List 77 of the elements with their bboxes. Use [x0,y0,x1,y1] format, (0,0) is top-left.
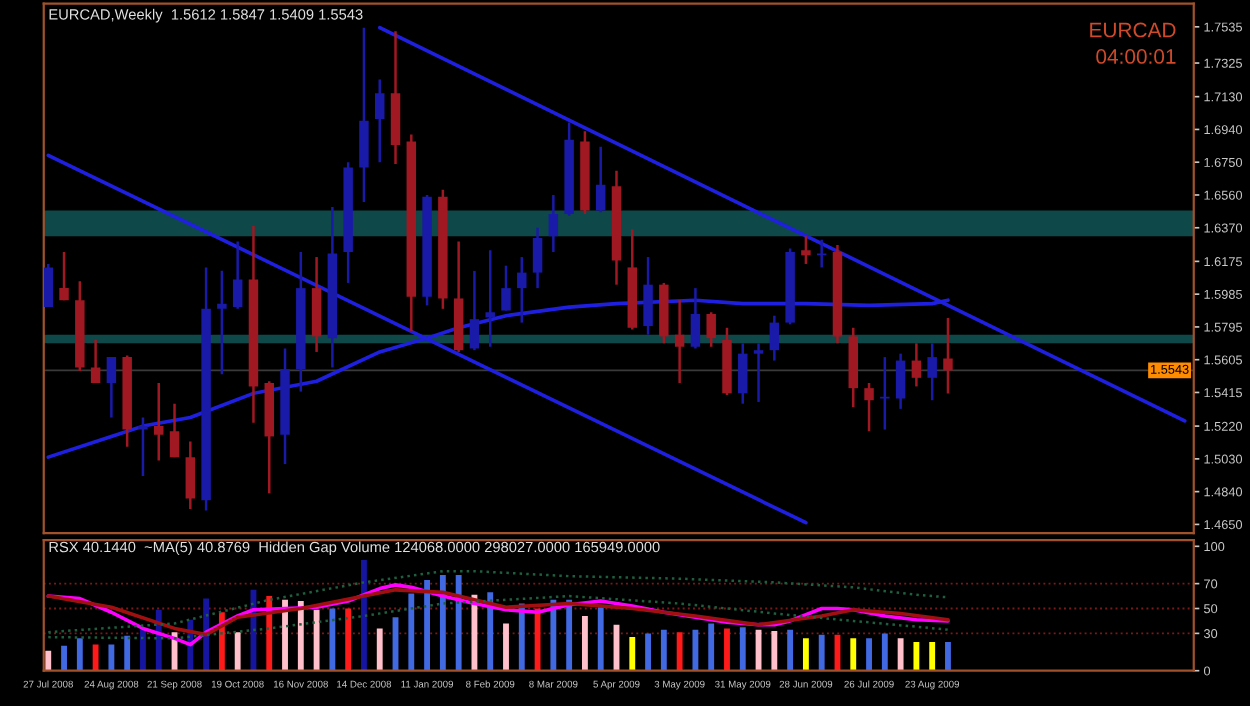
bar [45,650,52,671]
bar [534,608,541,671]
bar [408,593,415,671]
candlestick [501,264,511,312]
bar [771,630,778,671]
candlestick [59,250,69,302]
bar [818,634,825,671]
annotation: 04:00:01 [1096,49,1176,64]
bar [234,632,241,671]
candlestick [911,342,922,388]
bar [345,608,352,671]
bar [92,644,99,671]
candlestick [801,235,811,266]
candlestick [90,338,101,385]
candlestick [690,286,701,350]
candlestick [43,262,53,309]
candlestick [217,269,227,376]
candlestick [738,342,748,405]
candlestick [232,240,243,311]
bar [676,632,683,671]
candlestick [943,316,953,395]
candlestick [895,352,906,411]
bar [282,599,288,671]
bar [660,629,667,671]
candlestick [154,381,164,462]
bar [692,629,699,671]
candlestick [106,355,117,419]
candlestick [138,416,148,478]
candlestick [359,26,369,204]
bar [108,644,115,671]
bar [124,635,131,671]
bar [787,629,794,671]
bar [61,645,67,671]
bar [76,638,83,671]
bar [802,638,809,671]
candlestick [674,298,685,385]
candlestick [169,402,180,459]
candlestick [548,193,559,254]
annotation: EURCAD [1090,22,1176,38]
bar [897,638,904,671]
candlestick [643,255,653,336]
bar [881,633,888,671]
candlestick [864,381,874,433]
bar [866,638,872,671]
bar [945,642,951,671]
bar [297,601,304,671]
candlestick [769,314,780,362]
candlestick [375,78,385,164]
candlestick [927,342,937,402]
bar [550,599,557,671]
candlestick [595,145,606,214]
bar [708,623,715,671]
bar [329,608,336,671]
bar [566,599,573,671]
candlestick [185,440,196,511]
bar [850,638,857,671]
bar [582,615,588,671]
bar [376,628,383,671]
bar [913,642,920,671]
candlestick [485,248,495,349]
bar [455,574,462,671]
bar [724,628,730,671]
candlestick [532,226,543,290]
bar [929,642,936,671]
bar [739,627,746,671]
bar [629,637,636,671]
bar [361,559,367,671]
bar [313,609,320,671]
bar [597,607,604,671]
bar [140,629,146,671]
candlestick [706,311,716,349]
bar [424,579,431,671]
candlestick [469,269,480,352]
bar [645,633,651,671]
candlestick [517,255,527,324]
bar [503,623,509,671]
candlestick [753,342,764,404]
